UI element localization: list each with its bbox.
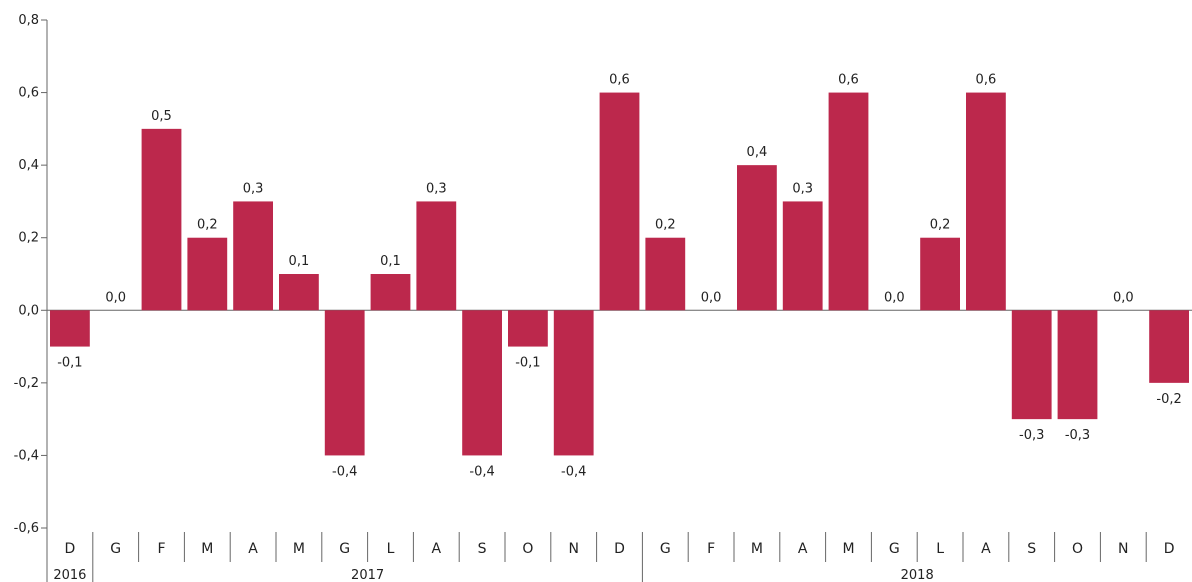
data-label: -0,1 (515, 356, 540, 371)
x-tick-label: F (707, 541, 715, 557)
y-tick-label: -0,4 (14, 448, 39, 463)
bar (370, 274, 411, 311)
bar (920, 237, 960, 311)
x-tick-label: S (1027, 541, 1036, 557)
bars (50, 92, 1189, 456)
data-label: 0,0 (884, 290, 905, 305)
data-label: 0,5 (151, 109, 172, 124)
year-label: 2017 (351, 568, 384, 582)
x-tick-label: G (889, 541, 900, 557)
x-tick-label: D (65, 541, 76, 557)
bar (233, 201, 273, 311)
x-tick-label: G (339, 541, 350, 557)
bar (599, 92, 640, 311)
data-label: 0,0 (1113, 290, 1134, 305)
x-tick-label: F (157, 541, 165, 557)
data-label: -0,3 (1019, 428, 1044, 443)
x-tick-label: D (614, 541, 625, 557)
data-label: 0,2 (655, 218, 676, 233)
data-label: 0,2 (197, 218, 218, 233)
y-tick-label: -0,2 (14, 376, 39, 391)
x-tick-label: G (110, 541, 121, 557)
x-tick-label: O (522, 541, 533, 557)
x-tick-label: M (293, 541, 305, 557)
data-label: 0,4 (747, 145, 768, 160)
data-label: 0,3 (243, 181, 264, 196)
y-tick-label: 0,2 (18, 231, 39, 246)
x-axis: D G F M A M G L A S O N D G F M A M G L A S O N D 2016 2017 2018 (53, 532, 1174, 582)
bar (645, 237, 686, 311)
x-tick-label: M (842, 541, 854, 557)
data-label: 0,0 (105, 290, 126, 305)
y-tick-label: -0,6 (14, 521, 39, 536)
data-label: 0,3 (792, 181, 813, 196)
x-tick-label: G (660, 541, 671, 557)
data-label: 0,1 (380, 254, 401, 269)
data-label: -0,4 (561, 464, 586, 479)
year-label: 2018 (901, 568, 934, 582)
bar (737, 165, 777, 311)
y-tick-label: 0,8 (18, 13, 39, 28)
bar (828, 92, 869, 311)
data-label: 0,6 (609, 73, 630, 88)
bar (50, 310, 90, 347)
x-tick-label: O (1072, 541, 1083, 557)
x-tick-label: A (981, 541, 991, 557)
bar (279, 274, 319, 311)
bar (324, 310, 365, 456)
data-label: 0,1 (289, 254, 310, 269)
x-tick-label: A (248, 541, 258, 557)
x-tick-label: N (568, 541, 578, 557)
x-tick-label: D (1164, 541, 1175, 557)
x-tick-label: L (387, 541, 395, 557)
year-label: 2016 (53, 568, 86, 582)
x-tick-label: N (1118, 541, 1128, 557)
y-tick-label: 0,6 (18, 86, 39, 101)
data-label: 0,3 (426, 181, 447, 196)
bar (508, 310, 548, 347)
data-label: 0,0 (701, 290, 722, 305)
data-label: -0,3 (1065, 428, 1090, 443)
bar (1057, 310, 1098, 420)
bar (966, 92, 1006, 311)
bar (1011, 310, 1052, 420)
data-label: 0,2 (930, 218, 951, 233)
y-tick-label: 0,4 (18, 158, 39, 173)
data-label: -0,2 (1156, 392, 1181, 407)
y-tick-label: 0,0 (18, 303, 39, 318)
x-tick-label: A (798, 541, 808, 557)
x-tick-label: M (751, 541, 763, 557)
bar (462, 310, 502, 456)
data-label: 0,6 (838, 73, 859, 88)
data-label: -0,4 (332, 464, 357, 479)
bar (187, 237, 228, 311)
x-tick-label: L (936, 541, 944, 557)
bar (1149, 310, 1189, 383)
x-tick-label: A (432, 541, 442, 557)
bar (141, 128, 182, 311)
value-labels: -0,1 0,0 0,5 0,2 0,3 0,1 -0,4 0,1 0,3 -0,4 -0,1 -0,… (57, 73, 1182, 480)
data-label: -0,1 (57, 356, 82, 371)
x-tick-label: S (478, 541, 487, 557)
x-tick-label: M (201, 541, 213, 557)
bar (782, 201, 823, 311)
data-label: 0,6 (976, 73, 997, 88)
data-label: -0,4 (469, 464, 494, 479)
bar (416, 201, 457, 311)
bar (553, 310, 594, 456)
